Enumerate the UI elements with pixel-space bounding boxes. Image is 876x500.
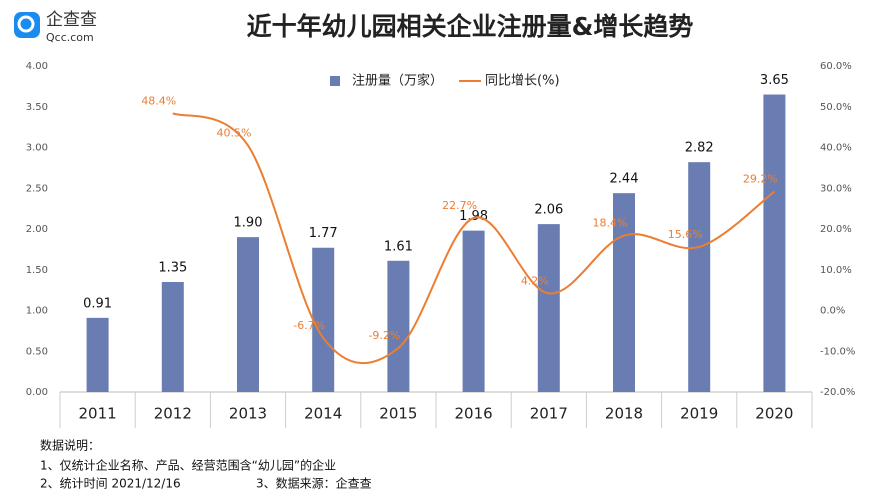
line-value-label: 4.2% — [521, 274, 549, 287]
x-tick-label: 2020 — [755, 405, 793, 423]
x-tick-label: 2012 — [154, 405, 192, 423]
bar — [237, 237, 259, 392]
chart-title: 近十年幼儿园相关企业注册量&增长趋势 — [247, 12, 694, 41]
x-tick-label: 2018 — [605, 405, 643, 423]
logo-glyph — [17, 15, 35, 33]
bar — [462, 230, 485, 392]
bar-value-label: 1.35 — [158, 260, 187, 275]
y-tick-label: 2.00 — [26, 224, 48, 235]
bar-value-label: 1.90 — [234, 216, 263, 231]
y-tick-label: 3.50 — [26, 102, 48, 113]
x-tick-label: 2011 — [79, 405, 117, 423]
bar — [387, 260, 410, 392]
note: 2、统计时间 2021/12/16 — [40, 477, 181, 491]
y-tick-label: 1.50 — [26, 265, 48, 276]
y-tick-label: 0.00 — [26, 387, 48, 398]
legend-swatch — [330, 76, 340, 86]
bar-value-label: 2.06 — [534, 203, 563, 218]
legend-label: 同比增长(%) — [485, 74, 560, 89]
y-tick-label: 4.00 — [26, 61, 48, 72]
bar — [537, 224, 560, 392]
bar-value-label: 0.91 — [83, 296, 112, 311]
bar-value-label: 3.65 — [760, 73, 789, 88]
x-tick-label: 2017 — [530, 405, 568, 423]
y2-tick-label: 60.0% — [820, 61, 852, 72]
y-tick-label: 3.00 — [26, 143, 48, 154]
y-tick-label: 0.50 — [26, 346, 48, 357]
line-value-label: 48.4% — [141, 94, 176, 107]
line-value-label: 40.5% — [217, 126, 252, 139]
y2-tick-label: 40.0% — [820, 143, 852, 154]
bar — [161, 281, 184, 392]
bar-value-label: 2.44 — [610, 172, 639, 187]
y2-tick-label: 30.0% — [820, 183, 852, 194]
line-value-label: -9.2% — [368, 329, 400, 342]
line-value-label: -6.7% — [293, 319, 325, 332]
logo-subtext: Qcc.com — [46, 31, 94, 44]
bar-value-label: 1.77 — [309, 226, 338, 241]
y2-tick-label: 0.0% — [820, 306, 845, 317]
x-tick-label: 2013 — [229, 405, 267, 423]
bar-value-label: 1.98 — [459, 209, 488, 224]
note: 数据说明： — [40, 438, 100, 453]
y2-tick-label: -10.0% — [820, 346, 855, 357]
y-tick-label: 1.00 — [26, 306, 48, 317]
x-tick-label: 2016 — [455, 405, 493, 423]
logo-text: 企查查 — [46, 10, 97, 30]
y-tick-label: 2.50 — [26, 183, 48, 194]
y2-tick-label: -20.0% — [820, 387, 855, 398]
line-value-label: 18.4% — [593, 217, 628, 230]
y2-tick-label: 50.0% — [820, 102, 852, 113]
bar — [613, 193, 635, 392]
x-tick-label: 2014 — [304, 405, 342, 423]
x-tick-label: 2015 — [379, 405, 417, 423]
bar — [86, 317, 109, 392]
bar — [763, 94, 786, 393]
y2-tick-label: 20.0% — [820, 224, 852, 235]
x-tick-label: 2019 — [680, 405, 718, 423]
legend-label: 注册量（万家） — [352, 73, 443, 89]
bar-value-label: 2.82 — [685, 141, 714, 156]
line-value-label: 22.7% — [442, 199, 477, 212]
note: 3、数据来源：企查查 — [256, 476, 372, 491]
note: 1、仅统计企业名称、产品、经营范围含“幼儿园”的企业 — [40, 458, 336, 473]
y2-tick-label: 10.0% — [820, 265, 852, 276]
line — [172, 112, 775, 365]
bar-value-label: 1.61 — [384, 239, 413, 254]
bar — [688, 162, 711, 392]
line-value-label: 29.2% — [743, 173, 778, 186]
line-value-label: 15.6% — [668, 228, 703, 241]
bar — [312, 247, 335, 392]
